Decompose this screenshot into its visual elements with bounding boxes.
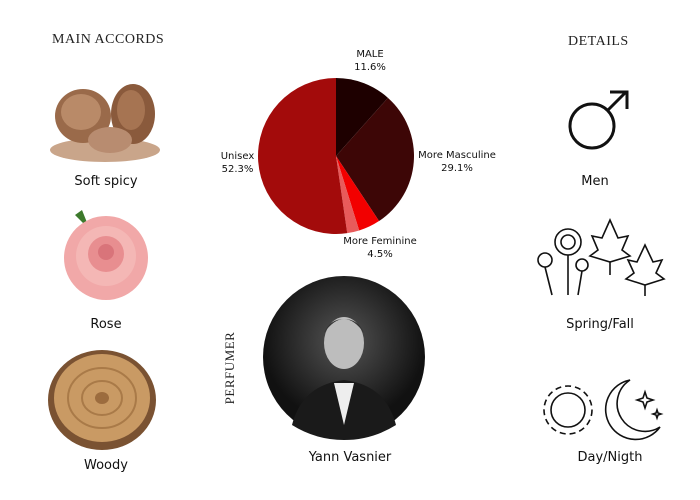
gender-pie-chart: [258, 78, 414, 234]
pie-slice-more-masculine: [336, 97, 414, 222]
main-accords-heading: MAIN ACCORDS: [52, 32, 165, 47]
detail-label-spring-fall: Spring/Fall: [566, 317, 634, 332]
sun-moon-icon: [543, 379, 664, 441]
accord-label-rose: Rose: [90, 317, 122, 332]
accord-label-soft-spicy: Soft spicy: [74, 174, 138, 189]
perfumer-photo: [263, 276, 425, 440]
detail-label-day-night: Day/Nigth: [577, 450, 643, 465]
pie-slice-unlabeled: [336, 156, 360, 234]
pie-slice-unisex: [258, 78, 348, 234]
wood-slice-image: [48, 350, 156, 450]
male-symbol-icon: [568, 90, 629, 150]
pie-label-unisex: Unisex 52.3%: [220, 151, 255, 175]
pie-slice-male: [336, 78, 388, 156]
detail-label-men: Men: [581, 174, 609, 189]
flowers-leaves-icon: [537, 218, 666, 296]
nutmeg-image: [50, 84, 160, 162]
details-heading: DETAILS: [568, 34, 629, 49]
perfumer-name: Yann Vasnier: [308, 450, 392, 465]
pie-label-male: MALE 11.6%: [354, 49, 386, 73]
pie-label-more-masculine: More Masculine 29.1%: [418, 150, 496, 174]
perfumer-heading: PERFUMER: [222, 331, 237, 405]
accord-label-woody: Woody: [84, 458, 128, 473]
rose-image: [64, 210, 148, 300]
pie-slice-more-feminine: [336, 156, 380, 231]
pie-label-more-feminine: More Feminine 4.5%: [343, 236, 417, 260]
